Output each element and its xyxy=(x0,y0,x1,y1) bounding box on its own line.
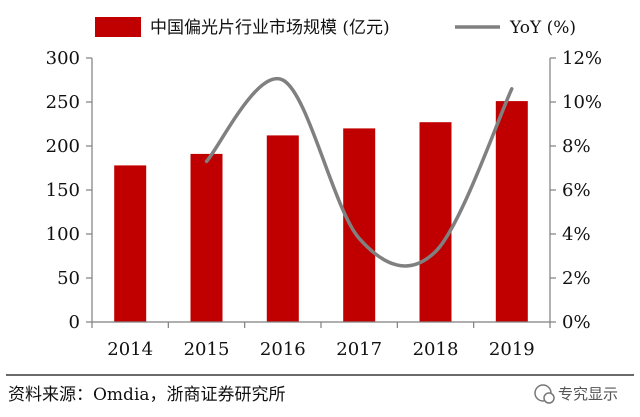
x-tick-label: 2015 xyxy=(184,339,230,360)
watermark: 专究显示 xyxy=(534,384,618,404)
left-tick-label: 250 xyxy=(46,92,80,113)
left-axis-tick-labels: 0 50 100 150 200 250 300 xyxy=(46,48,80,333)
legend-line-label: YoY (%) xyxy=(509,18,576,38)
right-tick-label: 6% xyxy=(562,180,591,201)
source-note: 资料来源：Omdia，浙商证券研究所 xyxy=(8,385,286,405)
x-tick-label: 2017 xyxy=(336,339,382,360)
x-tick-label: 2014 xyxy=(107,339,153,360)
right-tick-label: 10% xyxy=(562,92,602,113)
x-tick-label: 2018 xyxy=(413,339,459,360)
left-tick-label: 150 xyxy=(46,180,80,201)
left-tick-label: 300 xyxy=(46,48,80,69)
watermark-text: 专究显示 xyxy=(558,385,618,403)
x-tick-label: 2016 xyxy=(260,339,306,360)
left-tick-label: 100 xyxy=(46,224,80,245)
legend-bar-swatch xyxy=(95,17,141,37)
right-axis-tick-labels: 0% 2% 4% 6% 8% 10% 12% xyxy=(562,48,602,333)
axes xyxy=(86,57,556,328)
bar-2015 xyxy=(190,153,223,322)
right-tick-label: 2% xyxy=(562,268,591,289)
bar-2018 xyxy=(419,122,452,322)
left-tick-label: 0 xyxy=(69,312,80,333)
left-tick-label: 200 xyxy=(46,136,80,157)
bar-2014 xyxy=(114,165,147,322)
bar-2016 xyxy=(266,135,299,322)
yoy-line-series xyxy=(204,76,514,268)
legend-bar-label: 中国偏光片行业市场规模 (亿元) xyxy=(150,18,390,38)
right-tick-label: 4% xyxy=(562,224,591,245)
left-tick-label: 50 xyxy=(57,268,80,289)
legend: 中国偏光片行业市场规模 (亿元) YoY (%) xyxy=(95,17,576,38)
x-axis-tick-labels: 2014 2015 2016 2017 2018 2019 xyxy=(107,339,534,360)
right-tick-label: 0% xyxy=(562,312,591,333)
wechat-icon-dot xyxy=(543,392,555,404)
bar-series xyxy=(114,101,528,322)
right-tick-label: 8% xyxy=(562,136,591,157)
yoy-line xyxy=(204,76,514,268)
bar-2019 xyxy=(495,101,528,322)
right-tick-label: 12% xyxy=(562,48,602,69)
bar-2017 xyxy=(343,128,376,322)
x-tick-label: 2019 xyxy=(489,339,535,360)
